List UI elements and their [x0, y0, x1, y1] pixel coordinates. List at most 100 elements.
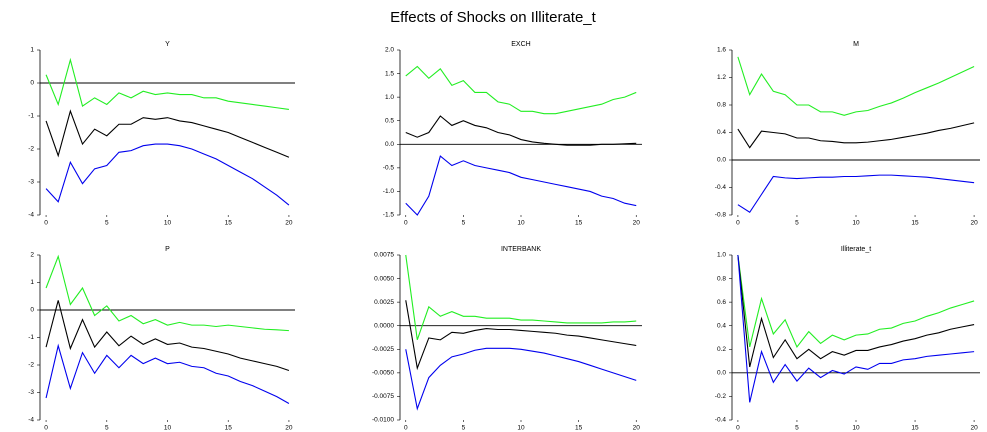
- y-tick-label: -1.0: [383, 188, 395, 195]
- y-tick-label: 1.2: [717, 74, 726, 81]
- series-line: [45, 143, 290, 206]
- series-line: [405, 254, 637, 341]
- panel-title: P: [165, 246, 170, 253]
- y-tick-label: 0: [30, 307, 34, 314]
- y-tick-label: 0.2: [717, 346, 726, 353]
- series-line: [737, 254, 975, 368]
- y-tick-label: 0.4: [717, 322, 726, 329]
- y-tick-label: 0.6: [717, 299, 726, 306]
- y-tick-label: -1: [28, 334, 34, 341]
- x-tick-label: 5: [105, 425, 109, 432]
- series-line: [45, 343, 290, 404]
- x-tick-label: 0: [44, 220, 48, 227]
- x-tick-label: 15: [575, 220, 583, 227]
- y-tick-label: 0.0075: [374, 252, 394, 259]
- x-tick-label: 0: [404, 220, 408, 227]
- y-tick-label: 0.0: [385, 141, 394, 148]
- series-line: [737, 174, 975, 214]
- panel-title: Y: [165, 41, 170, 48]
- y-tick-label: -4: [28, 212, 34, 219]
- series-line: [405, 347, 637, 411]
- x-tick-label: 20: [633, 425, 641, 432]
- x-tick-label: 15: [575, 425, 583, 432]
- x-tick-label: 10: [517, 425, 525, 432]
- y-tick-label: 1: [30, 279, 34, 286]
- y-tick-label: 1: [30, 47, 34, 54]
- y-tick-label: 1.6: [717, 47, 726, 54]
- y-tick-label: 0.0025: [374, 299, 394, 306]
- panel-title: Illiterate_t: [841, 246, 871, 253]
- x-tick-label: 10: [852, 220, 860, 227]
- series-line: [405, 300, 637, 371]
- y-tick-label: 0.0000: [374, 322, 394, 329]
- x-tick-label: 20: [285, 220, 293, 227]
- y-tick-label: 1.0: [717, 252, 726, 259]
- y-tick-label: 0.8: [717, 275, 726, 282]
- y-tick-label: 0: [30, 80, 34, 87]
- y-tick-label: -0.0050: [372, 370, 394, 377]
- x-tick-label: 20: [285, 425, 293, 432]
- x-tick-label: 5: [462, 425, 466, 432]
- series-line: [405, 115, 637, 146]
- x-tick-label: 5: [105, 220, 109, 227]
- y-tick-label: 2: [30, 252, 34, 259]
- y-tick-label: 1.0: [385, 94, 394, 101]
- x-tick-label: 5: [462, 220, 466, 227]
- y-tick-label: 0.4: [717, 129, 726, 136]
- series-line: [737, 122, 975, 149]
- x-tick-label: 10: [852, 425, 860, 432]
- y-tick-label: 0.0: [717, 370, 726, 377]
- y-tick-label: -0.0025: [372, 346, 394, 353]
- series-line: [405, 65, 637, 115]
- x-tick-label: 0: [736, 220, 740, 227]
- y-tick-label: -0.2: [715, 393, 727, 400]
- x-tick-label: 0: [44, 425, 48, 432]
- y-tick-label: -1: [28, 113, 34, 120]
- x-tick-label: 15: [225, 220, 233, 227]
- y-tick-label: -3: [28, 389, 34, 396]
- y-tick-label: 0.0: [717, 157, 726, 164]
- x-tick-label: 15: [225, 425, 233, 432]
- y-tick-label: 0.0050: [374, 275, 394, 282]
- series-line: [737, 254, 975, 349]
- y-tick-label: -0.5: [383, 165, 395, 172]
- y-tick-label: 2.0: [385, 47, 394, 54]
- y-tick-label: 1.5: [385, 70, 394, 77]
- y-tick-label: -0.4: [715, 417, 727, 424]
- series-line: [45, 109, 290, 158]
- y-tick-label: -0.0075: [372, 393, 394, 400]
- series-line: [405, 155, 637, 216]
- y-tick-label: -4: [28, 417, 34, 424]
- x-tick-label: 5: [795, 220, 799, 227]
- y-tick-label: -1.5: [383, 212, 395, 219]
- y-tick-label: -2: [28, 362, 34, 369]
- y-tick-label: -0.8: [715, 212, 727, 219]
- x-tick-label: 15: [911, 425, 919, 432]
- figure-title: Effects of Shocks on Illiterate_t: [390, 9, 596, 26]
- x-tick-label: 10: [517, 220, 525, 227]
- x-tick-label: 20: [970, 220, 978, 227]
- x-tick-label: 10: [164, 425, 172, 432]
- x-tick-label: 15: [911, 220, 919, 227]
- y-tick-label: 0.8: [717, 102, 726, 109]
- y-tick-label: 0.5: [385, 117, 394, 124]
- series-line: [737, 56, 975, 116]
- x-tick-label: 0: [404, 425, 408, 432]
- x-tick-label: 0: [736, 425, 740, 432]
- y-tick-label: -0.0100: [372, 417, 394, 424]
- y-tick-label: -3: [28, 179, 34, 186]
- x-tick-label: 20: [633, 220, 641, 227]
- series-line: [737, 254, 975, 403]
- x-tick-label: 5: [795, 425, 799, 432]
- series-line: [45, 300, 290, 372]
- y-tick-label: -0.4: [715, 184, 727, 191]
- x-tick-label: 10: [164, 220, 172, 227]
- panel-title: INTERBANK: [501, 246, 541, 253]
- y-tick-label: -2: [28, 146, 34, 153]
- panel-title: M: [853, 41, 859, 48]
- x-tick-label: 20: [970, 425, 978, 432]
- series-line: [45, 57, 290, 110]
- panel-title: EXCH: [511, 41, 530, 48]
- series-line: [45, 254, 289, 332]
